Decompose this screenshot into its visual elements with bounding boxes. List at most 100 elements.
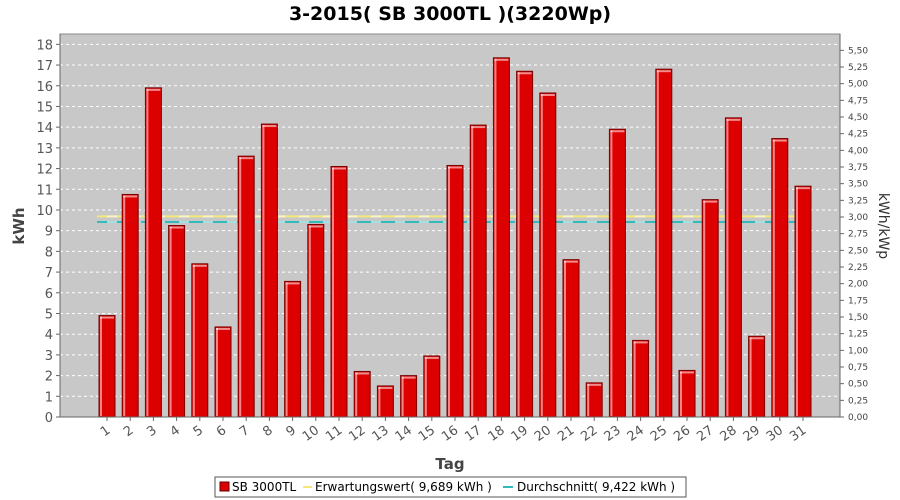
bar-top-highlight [703, 200, 718, 203]
bar-day-9 [284, 280, 302, 418]
y-tick-label: 3 [45, 349, 53, 364]
x-tick-label: 4 [168, 423, 183, 440]
bar-day-16 [446, 164, 464, 418]
x-tick-label: 10 [300, 423, 322, 445]
bar-top-highlight [471, 126, 486, 129]
bar-day-19 [516, 70, 534, 418]
bar-top-highlight [796, 187, 810, 190]
bar-highlight [123, 195, 126, 416]
x-tick-label: 11 [323, 423, 345, 445]
x-tick-label: 13 [370, 423, 392, 445]
y-right-tick-label: 1,75 [848, 296, 868, 306]
chart-title: 3-2015( SB 3000TL )(3220Wp) [289, 3, 611, 25]
bar-highlight [146, 88, 149, 416]
bar-highlight [540, 94, 543, 417]
x-tick-label: 31 [787, 423, 809, 445]
y-tick-label: 17 [36, 59, 53, 74]
y-tick-label: 10 [36, 204, 53, 219]
bar-top-highlight [123, 195, 138, 198]
bar-top-highlight [610, 130, 625, 133]
x-tick-label: 21 [555, 423, 577, 445]
x-tick-label: 9 [284, 423, 299, 440]
x-tick-label: 2 [121, 423, 136, 440]
x-tick-label: 5 [191, 423, 206, 440]
bar-top-highlight [749, 337, 764, 340]
bar-highlight [285, 282, 288, 416]
y-tick-label: 5 [45, 307, 53, 322]
y-axis-right: 0,00 0,25 0,50 0,75 1,00 1,25 1,50 1,75 2,00 2,25… [839, 34, 868, 423]
legend-label-sb3000tl: SB 3000TL [232, 480, 297, 494]
bar-highlight [471, 126, 474, 416]
bar-day-14 [400, 375, 418, 418]
bar-highlight [216, 327, 218, 416]
x-tick-label: 16 [439, 423, 461, 445]
bar-top-highlight [494, 58, 509, 61]
bar-day-6 [214, 326, 232, 418]
x-tick-label: 15 [416, 423, 438, 445]
y-tick-label: 6 [45, 287, 53, 302]
bar-day-10 [307, 223, 325, 418]
bar-day-1 [98, 315, 116, 418]
bar-day-4 [168, 225, 186, 418]
x-axis: 1 2 3 4 5 6 7 8 9 10 11 12 13 14 15 16 17 18 19 20 21 22 23 24 2… [60, 416, 840, 445]
y-right-tick-label: 1,25 [848, 330, 868, 340]
y-right-tick-label: 0,25 [848, 396, 868, 406]
y-tick-label: 12 [36, 163, 53, 178]
y-right-tick-label: 0,00 [848, 413, 868, 423]
bar-top-highlight [239, 157, 254, 160]
bar-highlight [424, 356, 427, 416]
legend-label-durchschnitt: Durchschnitt( 9,422 kWh ) [517, 480, 675, 494]
x-tick-label: 17 [462, 423, 484, 445]
y-tick-label: 8 [45, 245, 53, 260]
bar-top-highlight [216, 327, 230, 330]
bar-highlight [169, 226, 172, 416]
y-right-tick-label: 4,50 [848, 113, 868, 123]
bar-top-highlight [100, 316, 114, 319]
bar-highlight [100, 316, 102, 416]
bar-day-24 [632, 339, 650, 418]
bar-highlight [633, 341, 636, 416]
y-right-tick-label: 5,25 [848, 63, 868, 73]
legend-label-erwartungswert: Erwartungswert( 9,689 kWh ) [315, 480, 492, 494]
y-right-tick-label: 5,50 [848, 46, 868, 56]
bar-highlight [587, 383, 590, 416]
y-right-tick-label: 3,50 [848, 180, 868, 190]
bar-highlight [656, 70, 659, 417]
bar-day-26 [678, 369, 696, 418]
bar-day-22 [585, 382, 603, 418]
y-right-tick-label: 5,00 [848, 80, 868, 90]
y-right-tick-label: 1,00 [848, 346, 868, 356]
bar-highlight [308, 225, 311, 416]
x-tick-label: 18 [486, 423, 508, 445]
bar-top-highlight [308, 225, 323, 228]
y-tick-label: 14 [36, 121, 53, 136]
bar-highlight [239, 157, 242, 417]
x-tick-label: 27 [694, 423, 716, 445]
y-right-tick-label: 2,50 [848, 246, 868, 256]
bar-day-15 [423, 355, 441, 418]
y-right-tick-label: 4,25 [848, 130, 868, 140]
bar-top-highlight [564, 260, 578, 263]
x-tick-label: 29 [741, 423, 763, 445]
legend: SB 3000TL Erwartungswert( 9,689 kWh ) Du… [214, 476, 687, 498]
y-tick-label: 2 [45, 370, 53, 385]
bar-top-highlight [448, 166, 462, 169]
bar-top-highlight [517, 72, 532, 75]
y-tick-label: 16 [36, 80, 53, 95]
bar-day-29 [748, 335, 766, 418]
bar-highlight [772, 139, 775, 416]
x-tick-label: 28 [718, 423, 740, 445]
bar-day-18 [492, 57, 510, 418]
bar-top-highlight [332, 167, 346, 170]
bar-day-20 [539, 92, 557, 418]
bar-day-13 [376, 385, 394, 418]
bar-day-17 [469, 124, 487, 418]
bar-highlight [517, 72, 520, 416]
y-tick-label: 4 [45, 328, 53, 343]
bar-day-30 [771, 138, 789, 418]
bar-top-highlight [587, 383, 602, 386]
x-tick-label: 22 [578, 423, 600, 445]
x-tick-label: 8 [260, 423, 275, 440]
bar-highlight [749, 337, 752, 416]
